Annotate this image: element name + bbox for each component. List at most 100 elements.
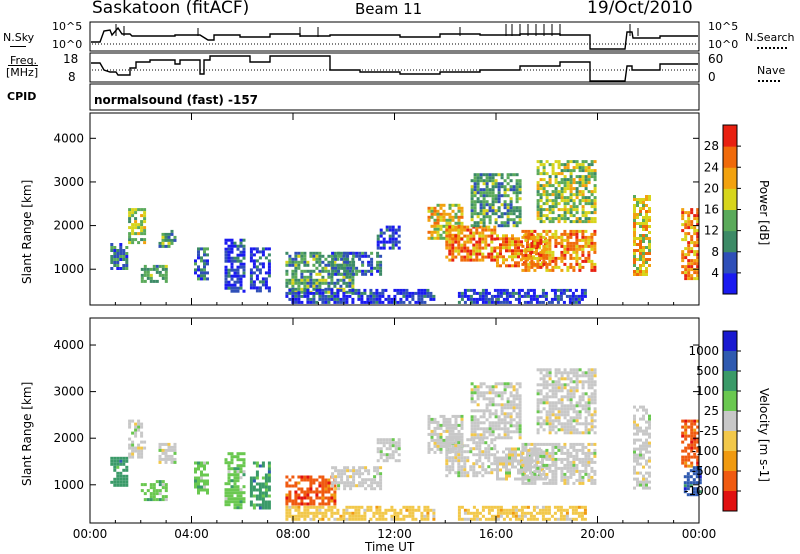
heatmap-cell [491, 209, 495, 213]
heatmap-cell [475, 231, 479, 235]
heatmap-cell [545, 413, 549, 417]
heatmap-cell [545, 244, 549, 248]
heatmap-cell [285, 511, 289, 515]
heatmap-cell [372, 514, 376, 518]
heatmap-cell [267, 506, 271, 510]
heatmap-cell [532, 465, 535, 469]
heatmap-cell [551, 472, 555, 476]
heatmap-cell [544, 477, 547, 481]
heatmap-cell [161, 498, 165, 502]
heatmap-cell [303, 490, 307, 494]
heatmap-cell [484, 471, 488, 475]
heatmap-cell [330, 297, 334, 301]
heatmap-cell [572, 229, 576, 233]
heatmap-cell [487, 456, 491, 460]
heatmap-cell [530, 478, 534, 482]
heatmap-cell [327, 484, 331, 488]
heatmap-cell [158, 273, 162, 277]
heatmap-cell [524, 466, 528, 470]
heatmap-cell [478, 511, 482, 515]
heatmap-cell [445, 462, 449, 466]
velocity-colorbar-tick-label: 100 [696, 384, 719, 398]
heatmap-cell [451, 240, 455, 244]
heatmap-cell [460, 221, 464, 225]
heatmap-cell [376, 472, 380, 476]
heatmap-cell [514, 264, 517, 268]
heatmap-cell [457, 423, 461, 427]
heatmap-cell [645, 444, 648, 448]
heatmap-cell [642, 270, 645, 273]
heatmap-cell [376, 263, 380, 267]
heatmap-cell [131, 419, 135, 423]
heatmap-cell [303, 517, 307, 521]
heatmap-cell [119, 471, 123, 475]
heatmap-cell [327, 496, 331, 500]
heatmap-cell [539, 422, 543, 426]
heatmap-cell [128, 452, 132, 456]
heatmap-cell [393, 508, 397, 512]
heatmap-cell [331, 466, 335, 470]
heatmap-cell [457, 246, 461, 250]
heatmap-cell [509, 400, 513, 404]
heatmap-cell [542, 253, 546, 257]
heatmap-cell [494, 385, 498, 389]
heatmap-cell [557, 416, 561, 420]
heatmap-cell [460, 206, 464, 210]
heatmap-cell [297, 284, 301, 288]
heatmap-cell [479, 391, 483, 395]
heatmap-cell [568, 517, 572, 521]
heatmap-cell [560, 451, 564, 455]
heatmap-cell [119, 456, 123, 460]
heatmap-cell [593, 250, 597, 254]
heatmap-cell [249, 247, 253, 251]
heatmap-cell [327, 490, 331, 494]
heatmap-cell [267, 488, 271, 492]
heatmap-cell [137, 422, 141, 426]
heatmap-cell [430, 435, 434, 439]
heatmap-cell [324, 257, 328, 261]
heatmap-cell [648, 249, 651, 252]
heatmap-cell [134, 428, 138, 432]
heatmap-cell [445, 444, 449, 448]
heatmap-cell [297, 297, 301, 301]
heatmap-cell [312, 505, 316, 509]
heatmap-cell [333, 260, 337, 264]
heatmap-cell [309, 517, 313, 521]
heatmap-cell [300, 278, 304, 282]
heatmap-cell [639, 243, 642, 246]
heatmap-cell [113, 249, 117, 252]
heatmap-cell [448, 432, 452, 436]
heatmap-cell [430, 447, 434, 451]
heatmap-cell [236, 497, 240, 501]
heatmap-cell [164, 244, 168, 248]
heatmap-cell [321, 281, 325, 285]
heatmap-cell [569, 214, 573, 218]
heatmap-cell [481, 252, 485, 256]
heatmap-cell [587, 383, 591, 387]
heatmap-cell [361, 466, 365, 470]
heatmap-cell [288, 260, 292, 264]
power-colorbar-segment [723, 167, 737, 189]
heatmap-cell [411, 514, 415, 518]
heatmap-cell [233, 283, 237, 287]
heatmap-cell [695, 475, 699, 479]
heatmap-cell [566, 413, 570, 417]
heatmap-cell [482, 173, 486, 177]
heatmap-cell [479, 173, 483, 177]
heatmap-cell [575, 187, 579, 191]
heatmap-cell [294, 490, 298, 494]
heatmap-cell [642, 201, 645, 204]
heatmap-cell [515, 397, 519, 401]
heatmap-cell [639, 237, 642, 240]
heatmap-cell [472, 465, 476, 469]
heatmap-cell [224, 238, 228, 242]
heatmap-cell [342, 294, 346, 298]
heatmap-cell [125, 483, 129, 487]
heatmap-cell [170, 445, 174, 449]
heatmap-cell [294, 297, 298, 301]
heatmap-cell [482, 212, 486, 216]
heatmap-cell [352, 478, 356, 482]
heatmap-cell [563, 244, 567, 248]
heatmap-cell [417, 300, 421, 304]
heatmap-cell [252, 271, 256, 275]
